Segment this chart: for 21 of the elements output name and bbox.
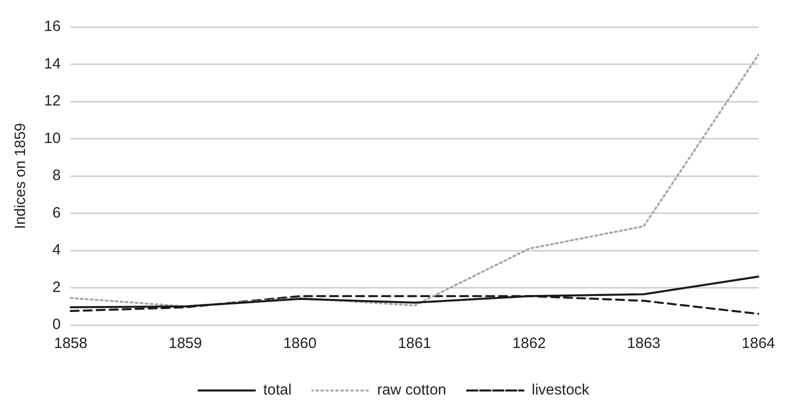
y-tick-label: 8	[52, 167, 61, 184]
y-tick-label: 4	[52, 242, 61, 259]
x-tick-label: 1859	[168, 335, 202, 352]
y-tick-label: 6	[52, 204, 61, 222]
x-tick-label: 1858	[54, 335, 88, 352]
x-tick-label: 1860	[283, 335, 317, 352]
y-tick-label: 14	[44, 55, 61, 72]
y-tick-label: 16	[44, 18, 61, 36]
y-tick-label: 2	[52, 278, 61, 296]
y-tick-label: 12	[44, 92, 61, 110]
y-tick-label: 0	[52, 316, 61, 334]
legend-label: total	[263, 382, 292, 399]
x-tick-label: 1862	[512, 335, 546, 352]
legend-label: livestock	[532, 382, 590, 399]
y-tick-label: 10	[44, 130, 61, 147]
x-tick-label: 1861	[398, 335, 432, 352]
y-axis-title: Indices on 1859	[12, 123, 30, 229]
legend-label: raw cotton	[377, 382, 446, 399]
x-tick-label: 1864	[742, 335, 776, 352]
x-tick-label: 1863	[627, 335, 660, 352]
line-series	[70, 54, 760, 308]
